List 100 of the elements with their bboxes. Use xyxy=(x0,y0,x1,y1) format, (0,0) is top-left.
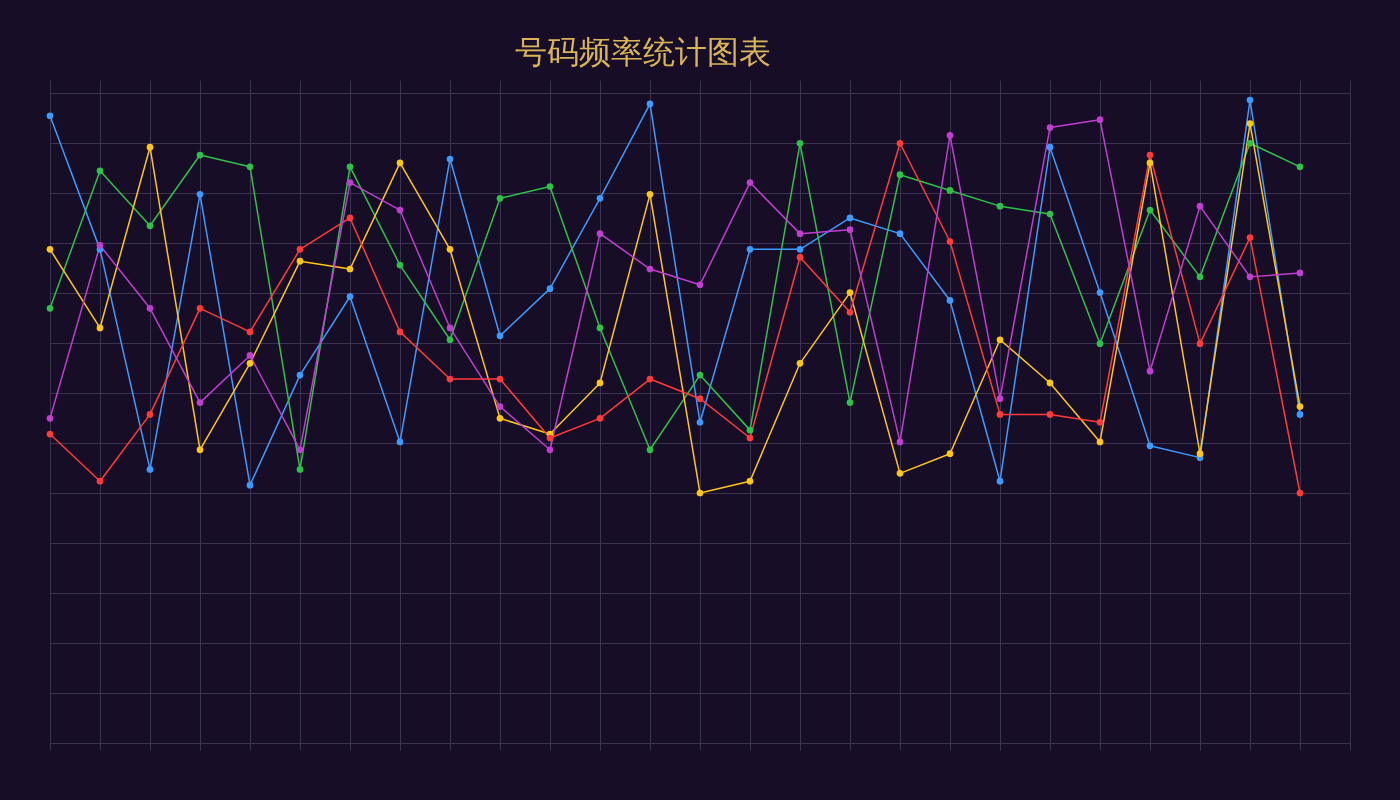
point xyxy=(146,466,154,473)
point xyxy=(496,375,504,383)
point xyxy=(196,446,204,454)
point xyxy=(346,163,354,171)
point xyxy=(746,434,754,442)
point xyxy=(1046,124,1054,131)
point xyxy=(1246,234,1254,241)
point xyxy=(196,399,204,406)
point xyxy=(996,411,1004,418)
point xyxy=(896,171,904,179)
point xyxy=(646,191,654,198)
point xyxy=(1046,379,1054,387)
point xyxy=(596,414,604,422)
point xyxy=(1296,163,1304,171)
point xyxy=(1046,143,1054,151)
point xyxy=(396,206,404,214)
point xyxy=(446,336,454,344)
point xyxy=(996,202,1004,210)
point xyxy=(796,359,804,367)
point xyxy=(1296,411,1304,418)
point xyxy=(196,191,204,198)
point xyxy=(296,446,304,454)
point xyxy=(896,230,904,237)
point xyxy=(646,265,654,273)
point xyxy=(846,214,854,222)
point xyxy=(1096,438,1104,446)
point xyxy=(46,414,54,422)
point xyxy=(1146,367,1154,375)
point xyxy=(596,194,604,202)
point xyxy=(146,222,154,230)
point xyxy=(1196,340,1204,348)
point xyxy=(846,308,854,316)
point xyxy=(696,281,704,289)
point xyxy=(1196,450,1204,458)
point xyxy=(996,477,1004,485)
point xyxy=(96,167,104,175)
point xyxy=(1296,489,1304,497)
point xyxy=(746,246,754,253)
point xyxy=(946,450,954,458)
point xyxy=(296,371,304,379)
point xyxy=(1296,403,1304,410)
point xyxy=(246,163,254,171)
point xyxy=(596,379,604,387)
point xyxy=(46,304,54,312)
point xyxy=(596,324,604,332)
point xyxy=(846,226,854,234)
point xyxy=(396,261,404,269)
point xyxy=(96,324,104,332)
point xyxy=(546,183,554,190)
point xyxy=(296,466,304,473)
point xyxy=(846,289,854,296)
point xyxy=(646,375,654,383)
point xyxy=(446,324,454,332)
point xyxy=(596,230,604,237)
point xyxy=(1146,159,1154,167)
point xyxy=(946,297,954,304)
point xyxy=(1046,210,1054,218)
point xyxy=(1096,289,1104,296)
point xyxy=(46,112,54,120)
point xyxy=(146,411,154,418)
point xyxy=(946,238,954,245)
point xyxy=(396,438,404,446)
point xyxy=(146,304,154,312)
point xyxy=(1096,116,1104,124)
point xyxy=(646,100,654,108)
point xyxy=(346,293,354,300)
point xyxy=(46,246,54,253)
point xyxy=(96,477,104,485)
point xyxy=(1296,269,1304,277)
chart-title: 号码频率统计图表 xyxy=(515,33,771,71)
point xyxy=(1246,139,1254,147)
point xyxy=(396,328,404,336)
point xyxy=(96,242,104,249)
point xyxy=(246,328,254,336)
point xyxy=(746,179,754,186)
point xyxy=(346,179,354,186)
point xyxy=(1146,442,1154,450)
point xyxy=(1246,273,1254,281)
point xyxy=(446,155,454,163)
point xyxy=(246,352,254,359)
point xyxy=(846,399,854,406)
point xyxy=(796,139,804,147)
point xyxy=(696,418,704,426)
point xyxy=(496,194,504,202)
point xyxy=(696,371,704,379)
point xyxy=(1096,340,1104,348)
point xyxy=(1146,206,1154,214)
point xyxy=(546,434,554,442)
point xyxy=(1196,273,1204,281)
point xyxy=(796,253,804,261)
point xyxy=(696,489,704,497)
point xyxy=(896,139,904,147)
point xyxy=(696,395,704,403)
point xyxy=(396,159,404,167)
point xyxy=(946,132,954,139)
point xyxy=(346,214,354,222)
point xyxy=(196,304,204,312)
point xyxy=(996,395,1004,403)
point xyxy=(1096,418,1104,426)
point xyxy=(946,187,954,194)
